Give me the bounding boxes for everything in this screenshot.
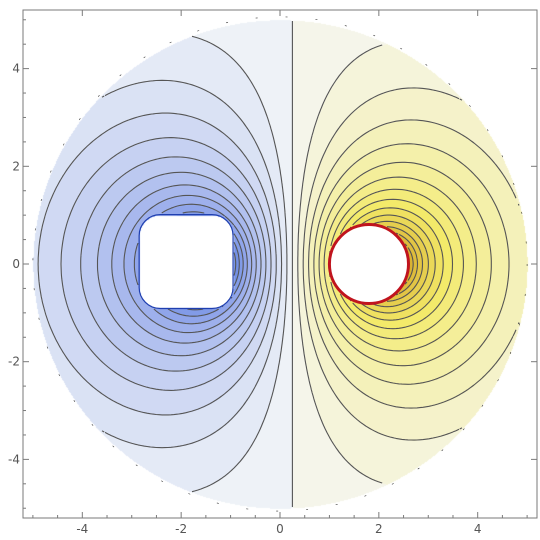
contour-line-20 [313, 143, 510, 385]
contour-line-14 [101, 79, 283, 449]
x-tick-label: 2 [375, 522, 383, 536]
contour-line-8 [123, 194, 253, 334]
contour-line-24 [339, 198, 454, 330]
x-tick-label: -2 [175, 522, 187, 536]
y-tick-label: 4 [12, 62, 20, 76]
contour-line-13 [37, 112, 277, 416]
contour-line-18 [302, 87, 463, 441]
x-tick-label: -4 [76, 522, 88, 536]
contour-line-26 [360, 214, 436, 314]
y-tick-label: -4 [8, 452, 20, 466]
contour-line-6 [167, 211, 244, 317]
contour-line-12 [60, 137, 272, 391]
contour-line-23 [328, 188, 464, 340]
contour-line-9 [111, 184, 257, 344]
contour-line-19 [308, 119, 520, 409]
contour-line-15 [191, 35, 288, 493]
positive-electrode-boundary [327, 222, 411, 306]
contour-line-30 [404, 243, 414, 285]
y-tick-label: -2 [8, 355, 20, 369]
axes: -4 -2 0 2 4 -4 -2 0 2 4 [8, 9, 538, 536]
negative-electrode-boundary [138, 214, 234, 310]
contour-line-17 [297, 44, 383, 484]
y-tick-label: 2 [12, 159, 20, 173]
contour-line-7 [133, 203, 248, 325]
contour-line-28 [386, 226, 424, 302]
contour-line-11 [80, 156, 267, 372]
contour-line-4 [233, 252, 237, 276]
contour-line-22 [323, 176, 477, 352]
contour-line-10 [96, 171, 262, 357]
contour-line-21 [318, 161, 492, 367]
domain-boundary [32, 16, 528, 512]
contour-line-29 [395, 232, 419, 296]
x-tick-label: 4 [474, 522, 482, 536]
contour-lines [37, 21, 520, 507]
contour-line-5 [187, 241, 240, 311]
x-tick-label: 0 [276, 522, 284, 536]
contour-line-27 [371, 220, 429, 308]
y-tick-label: 0 [12, 257, 20, 271]
